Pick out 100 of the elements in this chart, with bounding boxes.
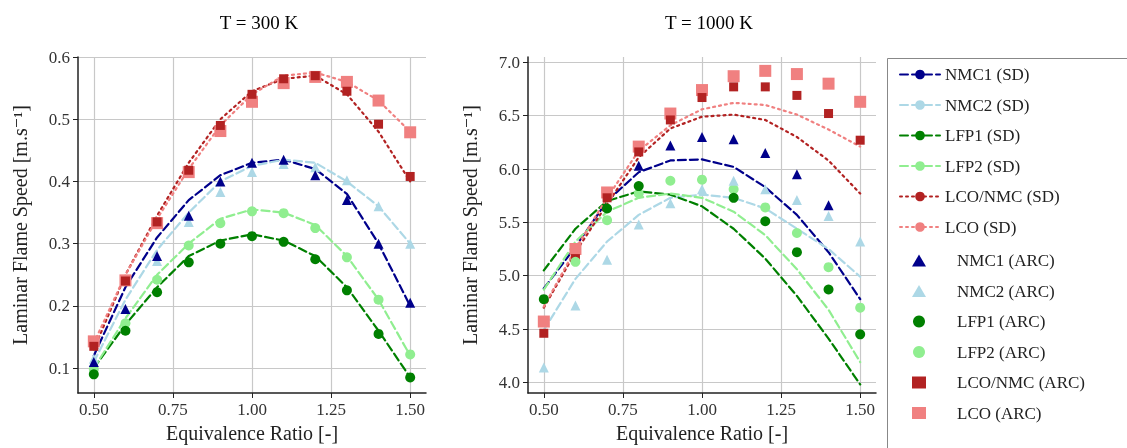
y-tick-label: 5.0: [498, 266, 520, 286]
point: [697, 174, 707, 185]
x-tick-label: 0.75: [158, 400, 188, 419]
point: [152, 251, 163, 262]
point: [373, 238, 384, 249]
point: [247, 231, 257, 242]
point: [373, 294, 384, 305]
point: [539, 328, 549, 338]
point: [602, 215, 613, 226]
point: [310, 223, 321, 234]
point: [152, 287, 163, 298]
point: [215, 187, 226, 198]
point: [405, 349, 416, 360]
point: [824, 109, 834, 119]
point: [342, 86, 352, 96]
x-axis-title: Equivalence Ratio [-]: [615, 422, 789, 445]
point: [855, 302, 866, 313]
point: [792, 90, 802, 100]
x-axis-title: Equivalence Ratio [-]: [165, 422, 339, 445]
y-axis-title: Laminar Flame Speed [m.s⁻¹]: [459, 105, 482, 345]
chart-title: T = 1000 K: [665, 12, 754, 33]
point: [184, 165, 194, 175]
y-tick-label: 0.5: [48, 109, 70, 129]
point: [697, 93, 707, 103]
point: [279, 74, 289, 84]
y-tick-label: 0.4: [48, 171, 71, 191]
x-tick-label: 1.50: [395, 400, 426, 419]
point: [791, 228, 802, 238]
point: [602, 254, 613, 265]
point: [215, 120, 225, 130]
point: [634, 147, 644, 157]
x-tick-label: 0.75: [608, 400, 638, 419]
point: [405, 171, 415, 181]
point: [665, 175, 676, 186]
point: [373, 328, 384, 339]
point: [341, 252, 352, 263]
x-tick-label: 0.50: [78, 400, 109, 419]
x-tick-label: 1.00: [237, 400, 267, 419]
chart-title: T = 300 K: [219, 12, 299, 33]
point: [310, 170, 321, 181]
point: [569, 243, 582, 255]
legend-label: LCO/NMC (ARC): [957, 373, 1085, 392]
point: [790, 68, 803, 81]
point: [405, 372, 416, 383]
point: [538, 294, 549, 305]
point: [697, 184, 707, 195]
x-tick-label: 0.50: [528, 400, 559, 419]
point: [759, 64, 772, 77]
point: [728, 192, 739, 203]
point: [247, 206, 257, 217]
y-tick-label: 4.5: [498, 319, 520, 339]
point: [633, 219, 644, 230]
point: [341, 195, 352, 206]
point: [341, 285, 352, 296]
point: [341, 175, 352, 186]
point: [247, 157, 257, 168]
point: [247, 167, 257, 178]
point: [823, 284, 834, 295]
point: [89, 341, 99, 351]
y-tick-label: 0.3: [48, 234, 70, 254]
point: [537, 315, 550, 328]
point: [404, 126, 417, 139]
point: [215, 238, 226, 249]
point: [665, 115, 675, 125]
point: [215, 176, 226, 187]
point: [727, 70, 740, 83]
y-tick-label: 0.2: [48, 296, 70, 316]
point: [372, 94, 385, 107]
point: [374, 119, 384, 129]
y-tick-label: 5.5: [498, 212, 520, 232]
legend-label: LCO (SD): [945, 217, 1017, 237]
point: [247, 89, 257, 99]
point: [570, 300, 581, 311]
point: [823, 262, 834, 273]
point: [855, 236, 866, 247]
y-tick-label: 7.0: [498, 52, 520, 72]
point: [760, 216, 771, 227]
point: [760, 82, 770, 92]
point: [183, 210, 194, 221]
point: [278, 154, 289, 165]
legend-label: LCO (ARC): [957, 403, 1042, 423]
point: [183, 257, 194, 268]
legend-label: LFP2 (SD): [945, 156, 1021, 176]
point: [215, 218, 226, 229]
point: [602, 203, 613, 214]
point: [855, 135, 865, 145]
point: [728, 175, 739, 186]
point: [665, 140, 676, 151]
point: [823, 210, 834, 221]
point: [822, 77, 835, 90]
point: [760, 148, 771, 158]
point: [760, 202, 771, 213]
legend-label: LCO/NMC (SD): [945, 187, 1060, 206]
point: [538, 362, 549, 373]
point: [340, 75, 353, 88]
point: [405, 297, 416, 308]
point: [855, 329, 866, 340]
point: [152, 274, 163, 285]
legend-label: NMC2 (ARC): [957, 281, 1055, 301]
point: [633, 160, 644, 171]
